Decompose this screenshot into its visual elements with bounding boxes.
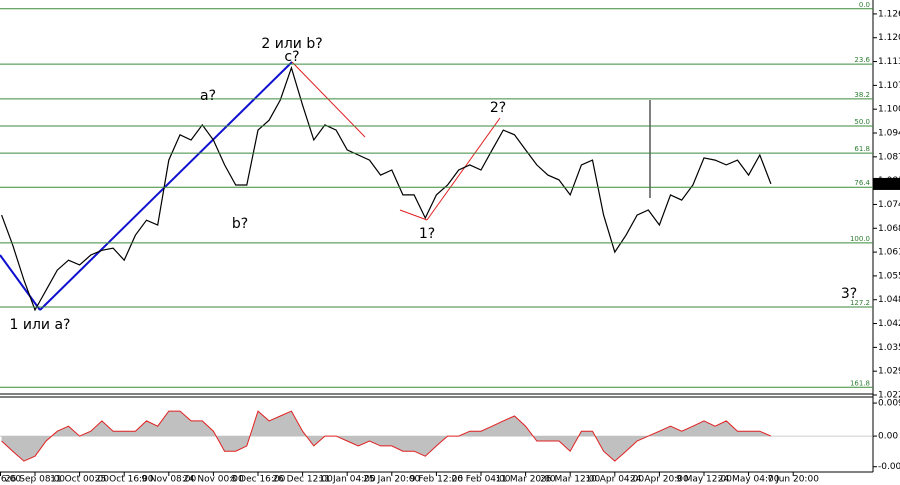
- y-tick-label: 1.1200: [878, 33, 900, 43]
- y-tick-label: 1.1070: [878, 81, 900, 91]
- wave-line: [426, 117, 501, 221]
- x-tick-label: 24 Apr 20:00: [630, 475, 689, 485]
- fib-label: 76.4: [854, 179, 870, 187]
- x-tick-label: 26 Mar 12:00: [540, 475, 600, 485]
- y-tick-label: 1.0680: [878, 224, 900, 234]
- wave-annotation: 3?: [841, 286, 857, 302]
- y-tick-label: 1.1265: [878, 9, 900, 19]
- fib-label: 50.0: [854, 118, 870, 126]
- y-tick-label: 1.0940: [878, 129, 900, 139]
- y-tick-label: 1.0485: [878, 295, 900, 305]
- y-tick-label: 1.0745: [878, 200, 900, 210]
- y-tick-label: 1.0355: [878, 343, 900, 353]
- current-price-label: 1.0801: [876, 179, 900, 189]
- price-line: [1, 65, 772, 312]
- x-tick-label: 9 Nov 08:00: [141, 475, 196, 485]
- wave-annotation: 2?: [490, 100, 506, 116]
- wave-line: [39, 61, 293, 311]
- wave-annotation: 2 или b?: [261, 36, 322, 52]
- fib-label: 38.2: [854, 91, 870, 99]
- x-tick-label: 11 Mar 20:00: [496, 475, 556, 485]
- wave-annotation: c?: [284, 49, 299, 65]
- oscillator-area: [1, 411, 771, 462]
- oscillator-line: [1, 410, 772, 462]
- wave-annotation: a?: [200, 88, 216, 104]
- y-tick-label: -0.0087: [878, 462, 900, 472]
- x-tick-label: 11 Oct 00:00: [50, 475, 109, 485]
- wave-annotation: b?: [232, 216, 248, 232]
- y-tick-label: 1.1005: [878, 105, 900, 115]
- x-tick-label: 9 Feb 12:00: [410, 475, 464, 485]
- x-tick-label: 24 Nov 00:00: [183, 475, 244, 485]
- y-tick-label: 1.0615: [878, 248, 900, 258]
- x-tick-label: 26 Sep 08:00: [5, 475, 65, 485]
- wave-line: [0, 254, 41, 311]
- y-tick-label: 1.1135: [878, 57, 900, 67]
- x-tick-label: 10 Apr 04:00: [585, 475, 644, 485]
- y-tick-label: 1.0420: [878, 319, 900, 329]
- y-tick-label: 1.0290: [878, 367, 900, 377]
- fib-label: 61.8: [854, 145, 870, 153]
- y-tick-label: 1.0225: [878, 391, 900, 401]
- fib-label: 161.8: [850, 379, 870, 387]
- x-tick-label: 6:00: [1, 475, 21, 485]
- wave-annotation: 1?: [419, 226, 435, 242]
- x-tick-label: 9 May 12:00: [676, 475, 732, 485]
- x-tick-label: 8 Dec 16:00: [231, 475, 286, 485]
- x-tick-label: 25 Jan 20:00: [363, 475, 420, 485]
- plot: [0, 65, 873, 462]
- fib-label: 0.0: [859, 1, 870, 9]
- y-tick-label: 1.0875: [878, 152, 900, 162]
- wave-line: [399, 209, 428, 221]
- y-tick-label: 0.00938: [878, 399, 900, 409]
- x-tick-label: 24 May 04:00: [718, 475, 780, 485]
- x-tick-label: 25 Oct 16:00: [95, 475, 154, 485]
- y-tick-label: 0.00: [878, 432, 898, 442]
- wave-annotation: 1 или a?: [10, 317, 71, 333]
- fib-label: 127.2: [850, 299, 870, 307]
- x-tick-label: 11 Jan 04:00: [319, 475, 376, 485]
- fib-label: 100.0: [850, 235, 870, 243]
- x-tick-label: 26 Dec 12:00: [272, 475, 333, 485]
- x-tick-label: 7 Jun 20:00: [767, 475, 819, 485]
- wave-line: [291, 61, 366, 138]
- x-tick-label: 26 Feb 04:00: [451, 475, 510, 485]
- y-tick-label: 1.0550: [878, 271, 900, 281]
- wave-lines: [0, 61, 651, 311]
- fib-label: 23.6: [854, 56, 870, 64]
- current-price-box: [873, 177, 900, 190]
